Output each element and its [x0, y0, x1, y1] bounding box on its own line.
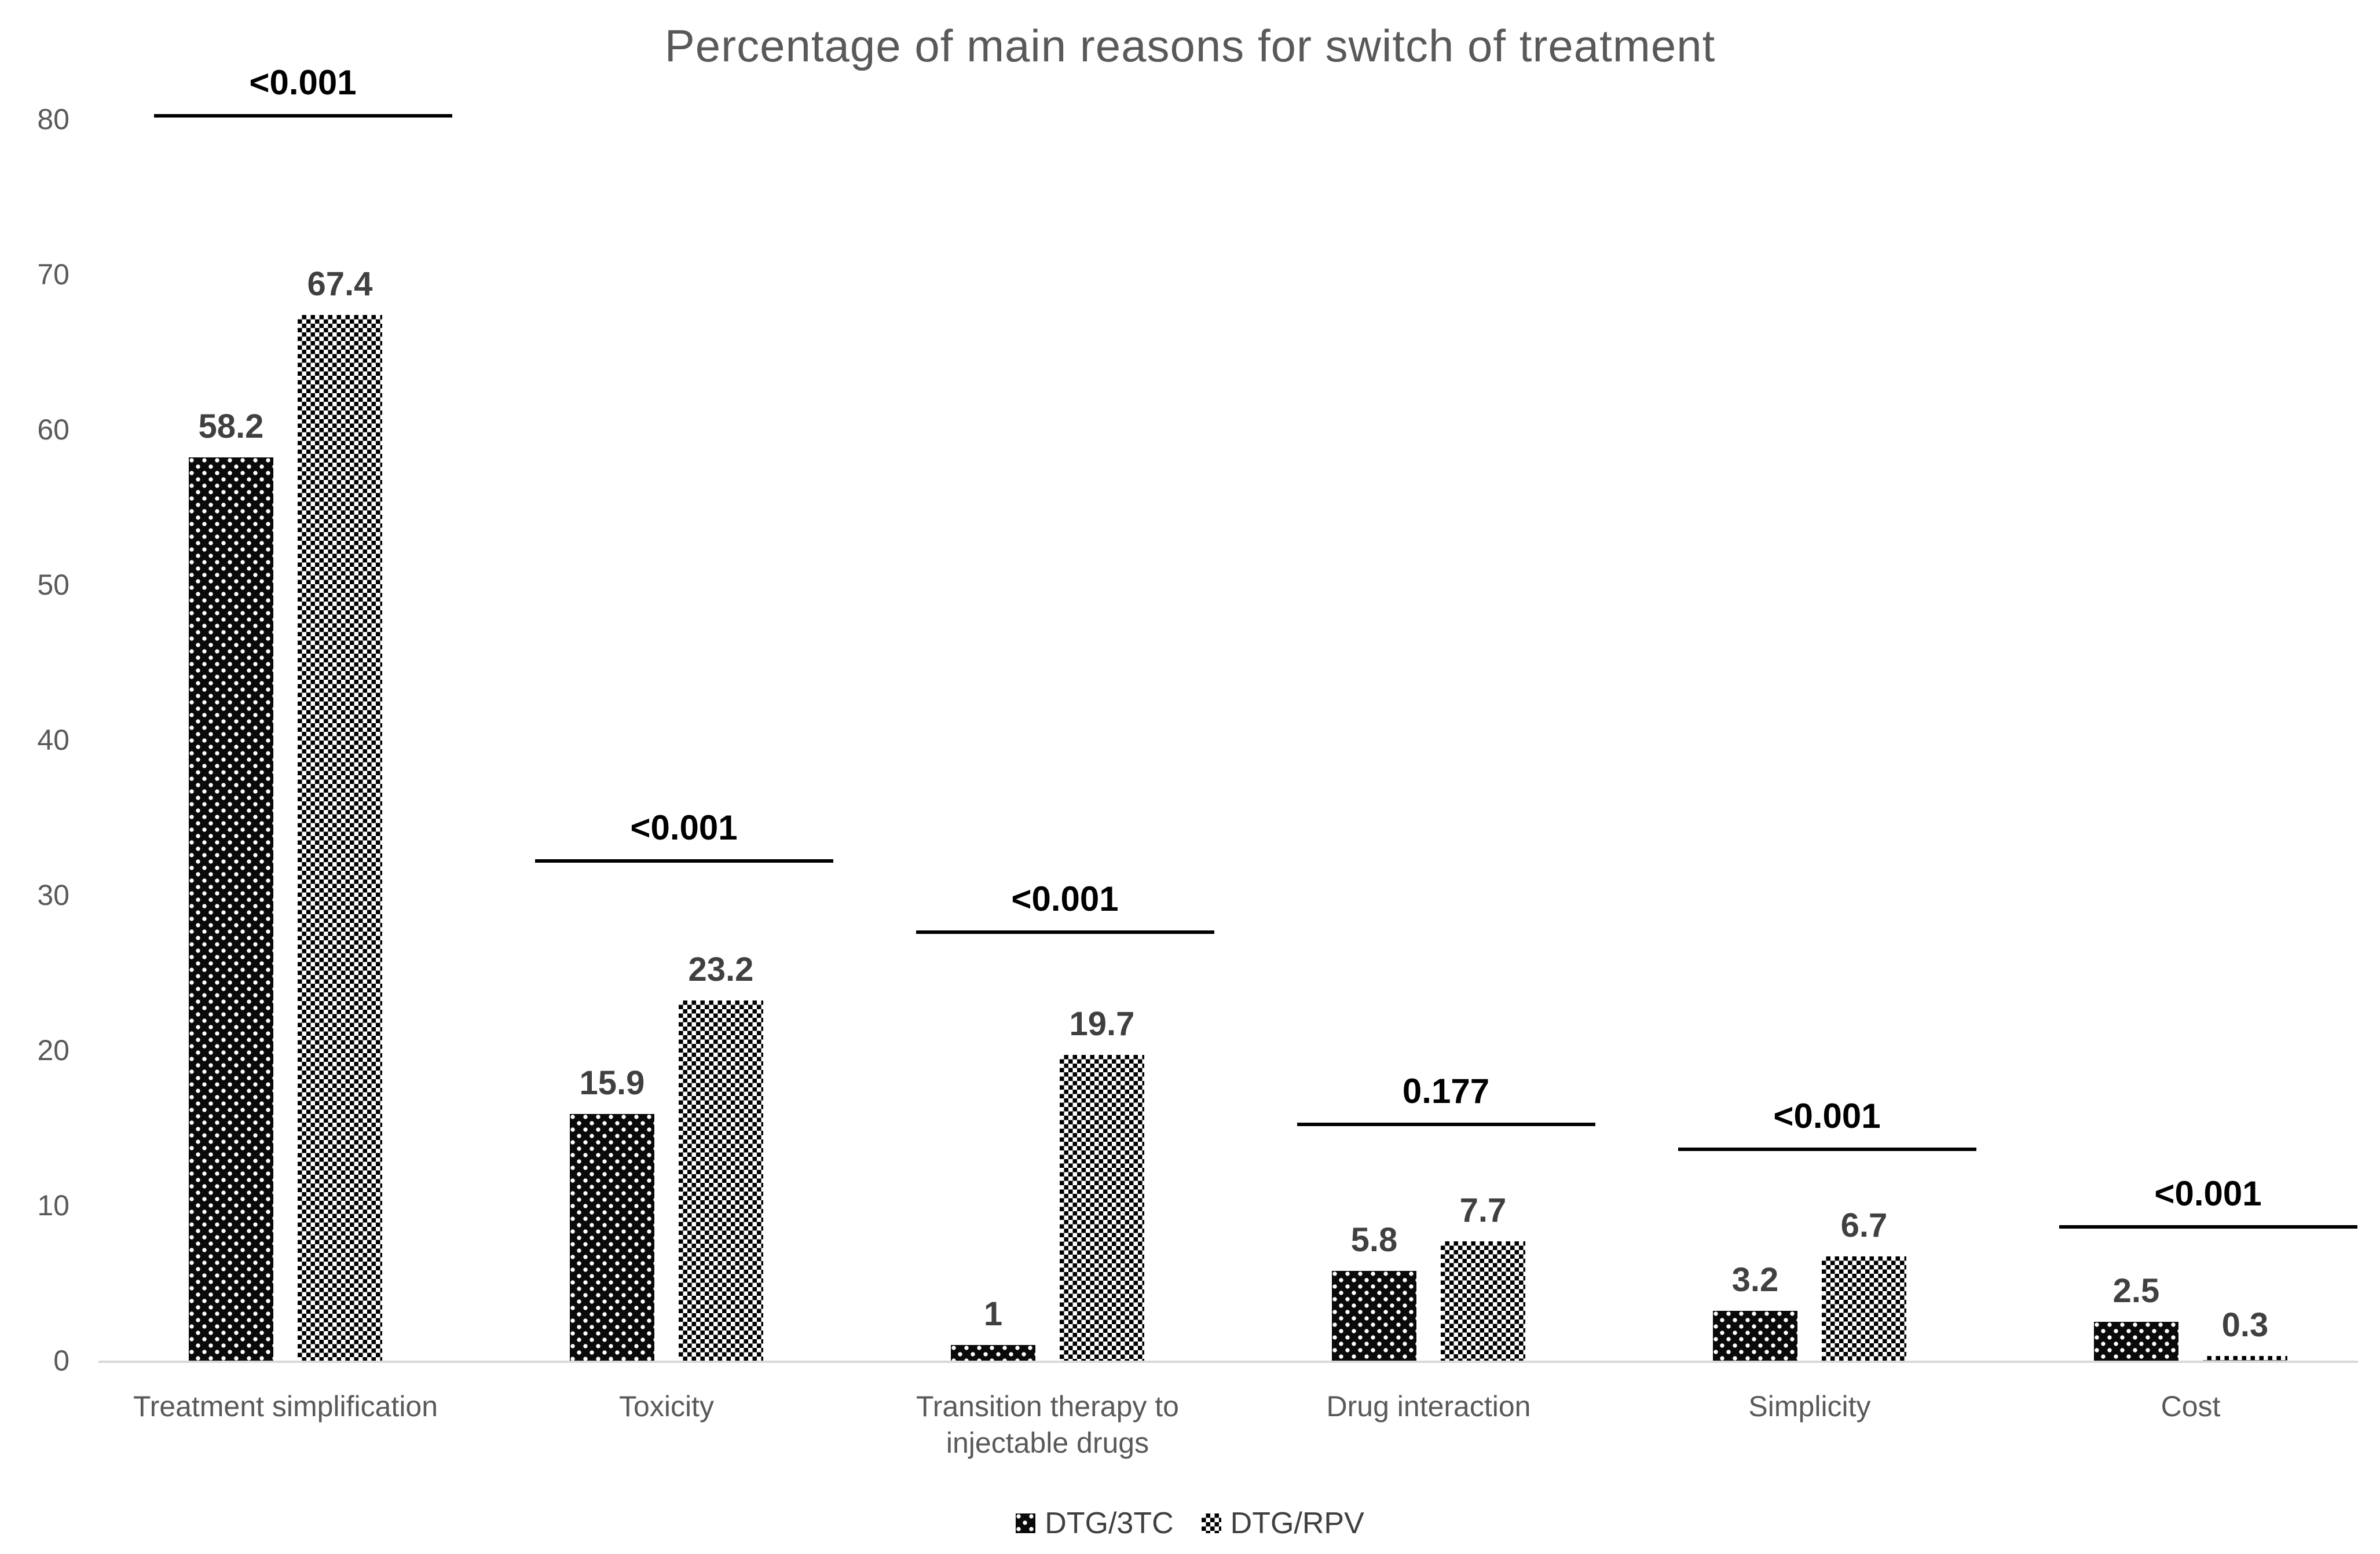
legend-label: DTG/3TC	[1045, 1507, 1174, 1540]
p-value-label: <0.001	[249, 63, 357, 102]
bar-value-label: 1	[983, 1295, 1003, 1333]
bar-dtg-rpv	[2203, 1355, 2287, 1361]
legend-item: DTG/3TC	[1016, 1506, 1174, 1541]
p-value-label: <0.001	[2154, 1174, 2262, 1214]
bar-dtg-3tc	[1332, 1270, 1416, 1361]
significance-line	[153, 114, 452, 118]
legend-item: DTG/RPV	[1201, 1506, 1364, 1541]
significance-line	[1678, 1148, 1976, 1152]
bar-value-label: 2.5	[2112, 1272, 2160, 1310]
category-label: Cost	[2161, 1390, 2221, 1423]
bar-dtg-3tc	[2094, 1322, 2178, 1361]
p-value-label: <0.001	[1011, 879, 1119, 918]
bar-dtg-rpv	[298, 314, 382, 1361]
bar-dtg-rpv	[1822, 1256, 1906, 1361]
bar-value-label: 19.7	[1069, 1005, 1135, 1043]
p-value-label: <0.001	[630, 808, 738, 847]
chart-title: Percentage of main reasons for switch of…	[664, 20, 1716, 71]
category-label: Simplicity	[1748, 1390, 1871, 1423]
bar-group: 1 19.7 <0.001	[857, 119, 1238, 1361]
bar-value-label: 58.2	[198, 408, 264, 446]
legend: DTG/3TC DTG/RPV	[0, 1503, 2380, 1544]
p-value-label: 0.177	[1402, 1072, 1490, 1111]
y-tick-label: 60	[37, 413, 69, 446]
category-label: Toxicity	[619, 1390, 714, 1423]
bar-value-label: 3.2	[1731, 1261, 1779, 1299]
y-tick-label: 40	[37, 724, 69, 756]
bar-dtg-rpv	[1060, 1055, 1144, 1361]
bar-value-label: 7.7	[1459, 1191, 1507, 1229]
category-label: Transition therapy to injectable drugs	[916, 1390, 1179, 1459]
significance-line	[1297, 1123, 1595, 1127]
bar-value-label: 67.4	[307, 265, 373, 303]
x-axis-line	[98, 1361, 2358, 1363]
bar-value-label: 6.7	[1840, 1207, 1888, 1245]
bar-dtg-rpv	[679, 1000, 763, 1361]
y-tick-label: 50	[37, 569, 69, 601]
bar-value-label: 23.2	[688, 951, 754, 989]
bar-dtg-3tc	[189, 457, 273, 1361]
y-tick-label: 30	[37, 879, 69, 911]
bar-value-label: 0.3	[2221, 1306, 2269, 1344]
significance-line	[916, 930, 1214, 934]
bar-value-label: 5.8	[1350, 1221, 1398, 1259]
y-tick-label: 20	[37, 1034, 69, 1066]
bar-value-label: 15.9	[579, 1064, 645, 1102]
y-tick-label: 10	[37, 1189, 69, 1222]
legend-swatch-checker-icon	[1201, 1513, 1221, 1533]
category-label: Treatment simplification	[133, 1390, 438, 1423]
category-label: Drug interaction	[1326, 1390, 1531, 1423]
bar-group: 3.2 6.7 <0.001	[1619, 119, 2000, 1361]
p-value-label: <0.001	[1773, 1097, 1881, 1136]
bar-dtg-rpv	[1441, 1241, 1525, 1361]
bar-group: 58.2 67.4 <0.001	[95, 63, 476, 1361]
y-tick-label: 80	[37, 103, 69, 135]
y-tick-label: 0	[53, 1344, 69, 1377]
legend-label: DTG/RPV	[1230, 1507, 1364, 1540]
bar-dtg-3tc	[1713, 1311, 1797, 1361]
bar-group: 15.9 23.2 <0.001	[476, 119, 857, 1361]
significance-line	[2059, 1225, 2357, 1229]
bar-group: 2.5 0.3 <0.001	[2000, 119, 2380, 1361]
y-tick-label: 70	[37, 258, 69, 291]
bar-group: 5.8 7.7 0.177	[1238, 119, 1619, 1361]
plot-area: 58.2 67.4 <0.001 15.9 23.2 <0.001 1 19.7 <0.001 5…	[95, 63, 2357, 1361]
significance-line	[534, 859, 833, 863]
bar-dtg-3tc	[570, 1113, 654, 1361]
legend-swatch-dots-icon	[1016, 1513, 1036, 1533]
bar-dtg-3tc	[951, 1345, 1035, 1361]
